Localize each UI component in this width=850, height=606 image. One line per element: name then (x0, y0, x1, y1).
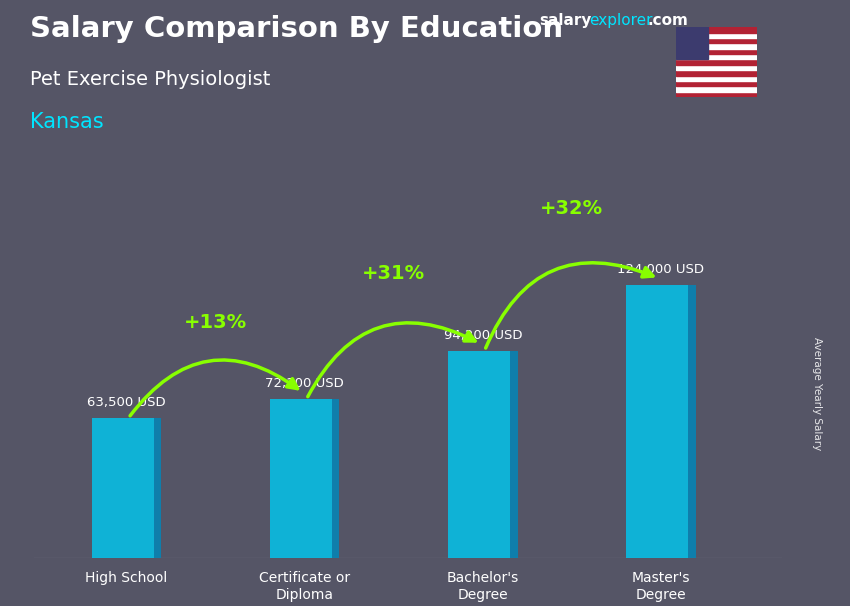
Polygon shape (626, 285, 689, 558)
Text: 72,100 USD: 72,100 USD (265, 378, 344, 390)
Text: +31%: +31% (362, 264, 425, 283)
Bar (676, 92, 756, 97)
Text: .com: .com (648, 13, 689, 28)
Polygon shape (332, 399, 339, 558)
Text: 63,500 USD: 63,500 USD (88, 396, 166, 409)
Text: 124,000 USD: 124,000 USD (617, 264, 705, 276)
Polygon shape (154, 418, 162, 558)
Polygon shape (510, 351, 518, 558)
Bar (676, 70, 756, 76)
Bar (676, 54, 756, 59)
Text: +13%: +13% (184, 313, 247, 331)
Polygon shape (448, 351, 510, 558)
Text: 94,200 USD: 94,200 USD (444, 329, 522, 342)
Bar (676, 86, 756, 92)
Text: Pet Exercise Physiologist: Pet Exercise Physiologist (30, 70, 270, 88)
Bar (676, 44, 756, 48)
Polygon shape (92, 418, 154, 558)
Bar (676, 76, 756, 81)
Text: Average Yearly Salary: Average Yearly Salary (812, 338, 822, 450)
Bar (676, 65, 756, 70)
Bar (676, 27, 708, 59)
Text: explorer: explorer (589, 13, 653, 28)
Text: Salary Comparison By Education: Salary Comparison By Education (30, 15, 563, 43)
Bar (676, 59, 756, 65)
Bar (676, 38, 756, 44)
Polygon shape (688, 285, 695, 558)
Bar (676, 48, 756, 54)
Bar (676, 27, 756, 33)
Text: salary: salary (540, 13, 592, 28)
Text: Kansas: Kansas (30, 112, 104, 132)
Text: +32%: +32% (541, 199, 604, 218)
Bar (676, 81, 756, 86)
Bar (676, 33, 756, 38)
Polygon shape (270, 399, 332, 558)
